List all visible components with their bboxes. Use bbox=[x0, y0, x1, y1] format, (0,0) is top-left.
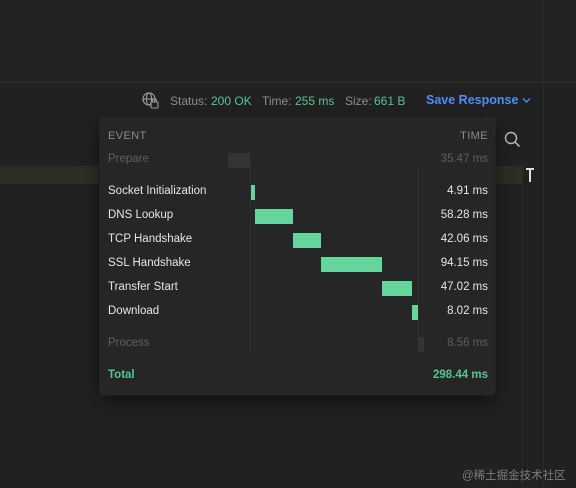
time-label: Time: bbox=[262, 94, 292, 108]
timing-row: TCP Handshake 42.06 ms bbox=[100, 229, 495, 251]
timing-bar bbox=[412, 305, 418, 320]
divider bbox=[543, 0, 544, 488]
divider bbox=[0, 82, 576, 83]
event-time: 94.15 ms bbox=[440, 257, 488, 269]
timing-row: DNS Lookup 58.28 ms bbox=[100, 205, 495, 227]
event-time: 8.02 ms bbox=[447, 305, 488, 317]
status-label: Status: bbox=[170, 94, 208, 108]
event-time: 47.02 ms bbox=[440, 281, 488, 293]
event-label: Prepare bbox=[108, 153, 149, 165]
timeline-gridline bbox=[250, 164, 251, 358]
save-response-button[interactable]: Save Response bbox=[426, 93, 519, 107]
total-time: 298.44 ms bbox=[433, 369, 488, 381]
timing-bar bbox=[321, 257, 382, 272]
timing-bar bbox=[418, 337, 424, 352]
timing-row: Prepare 35.47 ms bbox=[100, 149, 495, 171]
divider bbox=[522, 160, 523, 488]
event-time: 58.28 ms bbox=[440, 209, 488, 221]
timing-bar bbox=[293, 233, 321, 248]
globe-lock-icon[interactable] bbox=[141, 91, 159, 109]
response-status-bar: Status: 200 OK Time: 255 ms Size: 661 B … bbox=[0, 88, 576, 112]
event-label: TCP Handshake bbox=[108, 233, 193, 245]
request-area bbox=[0, 0, 576, 82]
event-label: Transfer Start bbox=[108, 281, 178, 293]
timing-row: Process 8.56 ms bbox=[100, 333, 495, 355]
size-value[interactable]: 661 B bbox=[374, 94, 406, 108]
timing-row: SSL Handshake 94.15 ms bbox=[100, 253, 495, 275]
watermark: @稀土掘金技术社区 bbox=[462, 470, 566, 482]
timing-row: Socket Initialization 4.91 ms bbox=[100, 181, 495, 203]
time-value[interactable]: 255 ms bbox=[295, 94, 335, 108]
search-icon[interactable] bbox=[504, 131, 521, 148]
event-time: 8.56 ms bbox=[447, 337, 488, 349]
total-row: Total 298.44 ms bbox=[100, 365, 495, 387]
timing-bar bbox=[251, 185, 255, 200]
timing-bar bbox=[228, 153, 250, 168]
text-cursor-icon bbox=[526, 166, 534, 184]
event-time: 4.91 ms bbox=[447, 185, 488, 197]
chevron-down-icon[interactable] bbox=[522, 96, 531, 105]
timing-row: Download 8.02 ms bbox=[100, 301, 495, 323]
timing-row: Transfer Start 47.02 ms bbox=[100, 277, 495, 299]
column-header-event: EVENT bbox=[108, 130, 147, 142]
timing-bar bbox=[255, 209, 293, 224]
event-label: SSL Handshake bbox=[108, 257, 191, 269]
event-label: Download bbox=[108, 305, 160, 317]
event-label: Process bbox=[108, 337, 150, 349]
event-label: DNS Lookup bbox=[108, 209, 174, 221]
timing-bar bbox=[382, 281, 412, 296]
size-label: Size: bbox=[345, 94, 372, 108]
event-time: 35.47 ms bbox=[440, 153, 488, 165]
timeline-gridline bbox=[418, 164, 419, 358]
status-value[interactable]: 200 OK bbox=[211, 94, 252, 108]
response-time-popup: EVENT TIME Prepare 35.47 ms Socket Initi… bbox=[100, 118, 495, 395]
column-header-time: TIME bbox=[460, 130, 488, 142]
total-label: Total bbox=[108, 369, 135, 381]
event-label: Socket Initialization bbox=[108, 185, 207, 197]
event-time: 42.06 ms bbox=[440, 233, 488, 245]
